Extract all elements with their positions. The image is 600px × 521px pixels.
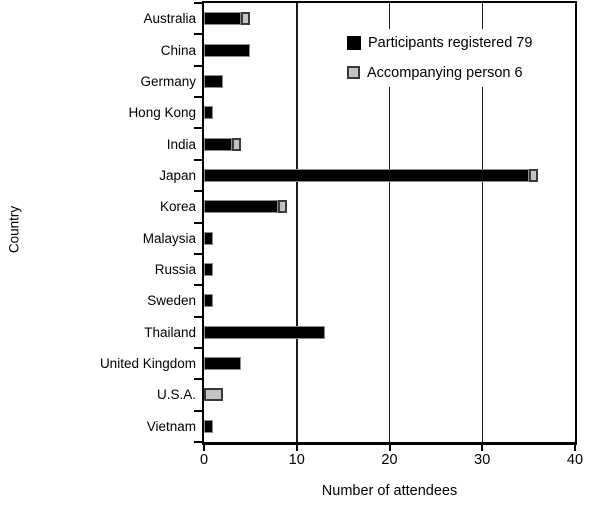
x-tick-label-0: 0 <box>199 452 209 468</box>
category-label-china: China <box>160 42 196 58</box>
category-label-vietnam: Vietnam <box>146 418 196 434</box>
bar-participants-china <box>204 43 251 57</box>
category-label-u-s-a-: U.S.A. <box>156 387 196 403</box>
legend: Participants registered 79 Accompanying … <box>342 29 543 87</box>
category-label-korea: Korea <box>159 199 196 215</box>
y-axis-tick <box>194 64 202 67</box>
bar-participants-malaysia <box>204 231 214 245</box>
x-axis-tick-0 <box>203 443 205 451</box>
bar-accompanying-australia <box>241 12 251 26</box>
bar-accompanying-india <box>231 137 242 151</box>
category-label-japan: Japan <box>159 167 196 183</box>
y-axis-tick <box>194 190 202 193</box>
accompanying-series-swatch-icon <box>347 66 360 79</box>
bar-participants-thailand <box>204 325 325 339</box>
x-tick-label-10: 10 <box>288 452 305 468</box>
bar-participants-germany <box>204 74 223 88</box>
bar-accompanying-u-s-a- <box>204 388 223 402</box>
x-axis-tick-20 <box>388 443 391 451</box>
legend-item-participants: Participants registered 79 <box>347 34 532 51</box>
category-label-australia: Australia <box>143 11 196 27</box>
x-tick-label-40: 40 <box>566 452 584 468</box>
y-axis-tick <box>194 96 202 99</box>
y-axis-tick <box>194 158 202 161</box>
category-label-india: India <box>166 136 196 152</box>
legend-label-participants: Participants registered 79 <box>368 34 533 51</box>
participants-series-swatch-icon <box>347 35 361 50</box>
bar-participants-united-kingdom <box>204 357 242 371</box>
y-axis-tick <box>194 284 202 287</box>
gridline-x-20 <box>388 3 391 442</box>
y-axis-tick <box>194 127 202 130</box>
plot-area: Participants registered 79 Accompanying … <box>202 1 577 445</box>
category-label-russia: Russia <box>154 262 196 278</box>
y-axis-tick <box>194 378 202 381</box>
gridline-x-10 <box>296 3 298 442</box>
x-axis-tick-30 <box>481 443 484 451</box>
bar-participants-sweden <box>204 294 214 308</box>
bar-accompanying-japan <box>528 168 538 182</box>
x-axis-title: Number of attendees <box>321 483 458 499</box>
bar-participants-hong-kong <box>204 106 214 120</box>
y-axis-tick <box>194 2 202 4</box>
y-axis-tick <box>194 33 202 36</box>
y-axis-tick <box>194 441 202 443</box>
x-tick-label-30: 30 <box>474 452 491 468</box>
bar-participants-australia <box>204 12 242 26</box>
x-axis-tick-40 <box>574 443 576 451</box>
y-axis-tick <box>194 221 202 224</box>
legend-label-accompanying: Accompanying person 6 <box>367 64 523 81</box>
bar-participants-vietnam <box>204 419 214 433</box>
legend-item-accompanying: Accompanying person 6 <box>347 64 532 81</box>
y-axis-tick <box>194 252 202 255</box>
category-label-malaysia: Malaysia <box>142 230 196 246</box>
category-label-united-kingdom: United Kingdom <box>99 356 196 372</box>
bar-participants-japan <box>204 168 529 182</box>
bar-participants-russia <box>204 263 214 277</box>
category-label-germany: Germany <box>140 73 196 89</box>
bar-accompanying-korea <box>278 200 288 214</box>
bar-participants-korea <box>204 200 279 214</box>
y-axis-tick <box>194 409 202 412</box>
x-axis-tick-10 <box>295 443 298 451</box>
x-tick-label-20: 20 <box>381 452 398 468</box>
category-label-sweden: Sweden <box>147 293 196 309</box>
gridline-x-30 <box>481 3 483 442</box>
category-label-hong-kong: Hong Kong <box>128 105 196 121</box>
category-label-thailand: Thailand <box>144 324 196 340</box>
y-axis-tick <box>194 346 202 349</box>
y-axis-tick <box>194 315 202 318</box>
bar-participants-india <box>204 137 232 151</box>
